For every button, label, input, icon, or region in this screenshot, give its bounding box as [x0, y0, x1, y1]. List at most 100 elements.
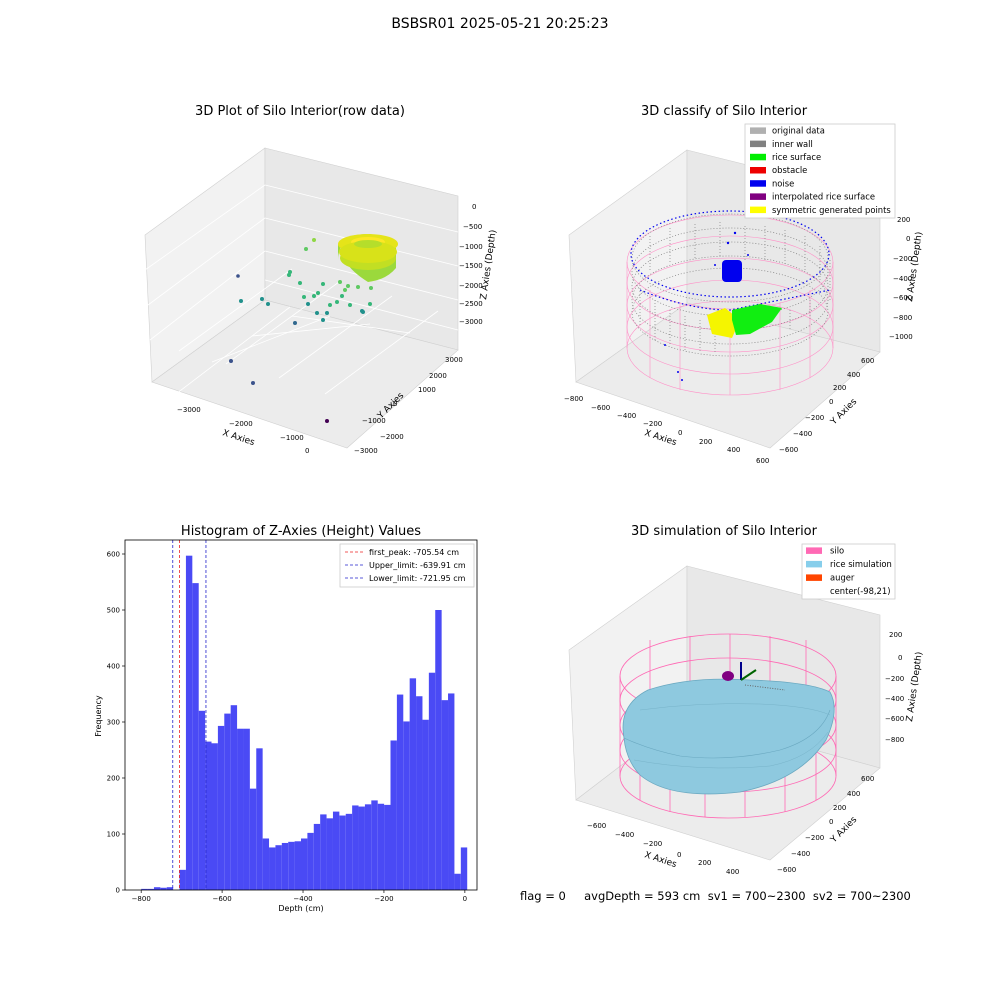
panel1-points: [229, 238, 373, 423]
y-tick-label: 100: [107, 831, 120, 839]
svg-text:−1000: −1000: [362, 417, 386, 425]
histogram-bar: [313, 823, 321, 890]
histogram-bar: [166, 887, 174, 890]
histogram-xlabel: Depth (cm): [278, 904, 323, 913]
legend-swatch: [750, 153, 766, 161]
svg-text:−800: −800: [885, 736, 904, 744]
svg-text:−500: −500: [463, 223, 482, 231]
svg-text:−600: −600: [587, 822, 606, 830]
histogram-bar: [435, 610, 442, 890]
histogram-bar: [301, 838, 308, 890]
histogram-bar: [396, 694, 404, 890]
histogram-bar: [339, 815, 346, 890]
svg-text:−1500: −1500: [459, 262, 483, 270]
panel2-symmetric-points: [707, 308, 740, 338]
legend-swatch: [806, 560, 822, 568]
legend-swatch: [750, 193, 766, 200]
histogram-bar: [448, 693, 455, 890]
svg-text:−600: −600: [893, 294, 912, 302]
svg-text:0: 0: [305, 447, 309, 455]
svg-text:0: 0: [677, 851, 681, 859]
svg-text:0: 0: [906, 235, 910, 243]
svg-text:0: 0: [829, 818, 833, 826]
svg-text:−1000: −1000: [889, 333, 913, 341]
histogram-bar: [179, 869, 186, 890]
histogram-bar: [454, 873, 461, 890]
svg-text:−200: −200: [643, 840, 662, 848]
histogram-bar: [185, 555, 193, 890]
svg-text:−400: −400: [617, 412, 636, 420]
y-tick-label: 400: [107, 663, 120, 671]
svg-text:600: 600: [756, 457, 769, 465]
x-tick-label: −600: [212, 895, 231, 903]
panel1-xlabel: X Axies: [221, 428, 256, 448]
histogram-bar: [211, 743, 218, 890]
histogram-bar: [237, 728, 244, 890]
histogram-bar: [422, 719, 429, 890]
svg-text:200: 200: [833, 804, 846, 812]
histogram-bar: [198, 710, 206, 890]
legend-swatch: [750, 167, 766, 174]
histogram-bar: [243, 728, 250, 890]
histogram-frame: [124, 539, 478, 891]
histogram-vlines: [172, 540, 207, 890]
legend-label: obstacle: [772, 165, 807, 175]
figure-title: BSBSR01 2025-05-21 20:25:23: [391, 16, 609, 32]
x-tick-label: −800: [132, 895, 151, 903]
legend-label: original data: [772, 126, 825, 136]
legend-swatch: [750, 206, 766, 214]
svg-text:−400: −400: [791, 850, 810, 858]
histogram-bar: [345, 813, 353, 890]
legend-label: rice surface: [772, 152, 821, 162]
svg-text:−400: −400: [885, 695, 904, 703]
panel2-wall-columns: [639, 222, 831, 352]
histogram-legend: first_peak: -705.54 cm Upper_limit: -639.…: [339, 543, 475, 588]
svg-text:−2000: −2000: [459, 282, 483, 290]
panel3-title: Histogram of Z-Axies (Height) Values: [180, 524, 422, 539]
svg-text:200: 200: [833, 384, 846, 392]
svg-text:400: 400: [847, 790, 860, 798]
panel4-title: 3D simulation of Silo Interior: [631, 524, 817, 539]
histogram-bar: [307, 832, 314, 890]
histogram-bar: [256, 748, 263, 890]
y-tick-label: 300: [107, 719, 120, 727]
panel2-silo-wireframe: [626, 214, 834, 396]
svg-text:−3000: −3000: [459, 318, 483, 326]
svg-text:−600: −600: [777, 866, 796, 874]
svg-text:−2000: −2000: [380, 433, 404, 441]
svg-text:200: 200: [889, 631, 902, 639]
legend-swatch: [750, 127, 766, 134]
legend-label: center(-98,21): [830, 586, 890, 596]
histogram-bar: [262, 838, 270, 890]
y-tick-label: 0: [116, 887, 120, 895]
panel4-auger: [722, 662, 786, 691]
legend-swatch: [806, 547, 822, 554]
y-tick-label: 200: [107, 775, 120, 783]
histogram-bar: [281, 842, 289, 890]
svg-text:400: 400: [727, 446, 740, 454]
histogram-bar: [230, 705, 238, 890]
svg-text:3000: 3000: [445, 356, 463, 364]
x-tick-label: 0: [463, 895, 467, 903]
panel2-title: 3D classify of Silo Interior: [640, 104, 808, 119]
svg-text:−600: −600: [885, 715, 904, 723]
svg-text:200: 200: [698, 859, 711, 867]
legend-label: auger: [830, 573, 855, 583]
svg-text:600: 600: [861, 357, 874, 365]
panel1-ring-cluster: [338, 234, 398, 282]
svg-text:−200: −200: [885, 675, 904, 683]
legend-label: silo: [830, 546, 844, 556]
histogram-bar: [409, 678, 417, 890]
legend-label: noise: [772, 178, 794, 188]
histogram-bar: [326, 818, 333, 890]
svg-text:400: 400: [847, 371, 860, 379]
legend-label: symmetric generated points: [772, 205, 891, 215]
panel4-3d-simulation: silo rice simulation auger center(-98,21) 2…: [568, 543, 925, 876]
histogram-bar: [141, 888, 148, 890]
svg-text:600: 600: [861, 775, 874, 783]
svg-text:400: 400: [726, 868, 739, 876]
panel2-rice-surface: [732, 304, 782, 335]
legend-label: interpolated rice surface: [772, 192, 875, 202]
histogram-bar: [153, 887, 161, 890]
svg-text:−200: −200: [805, 414, 824, 422]
